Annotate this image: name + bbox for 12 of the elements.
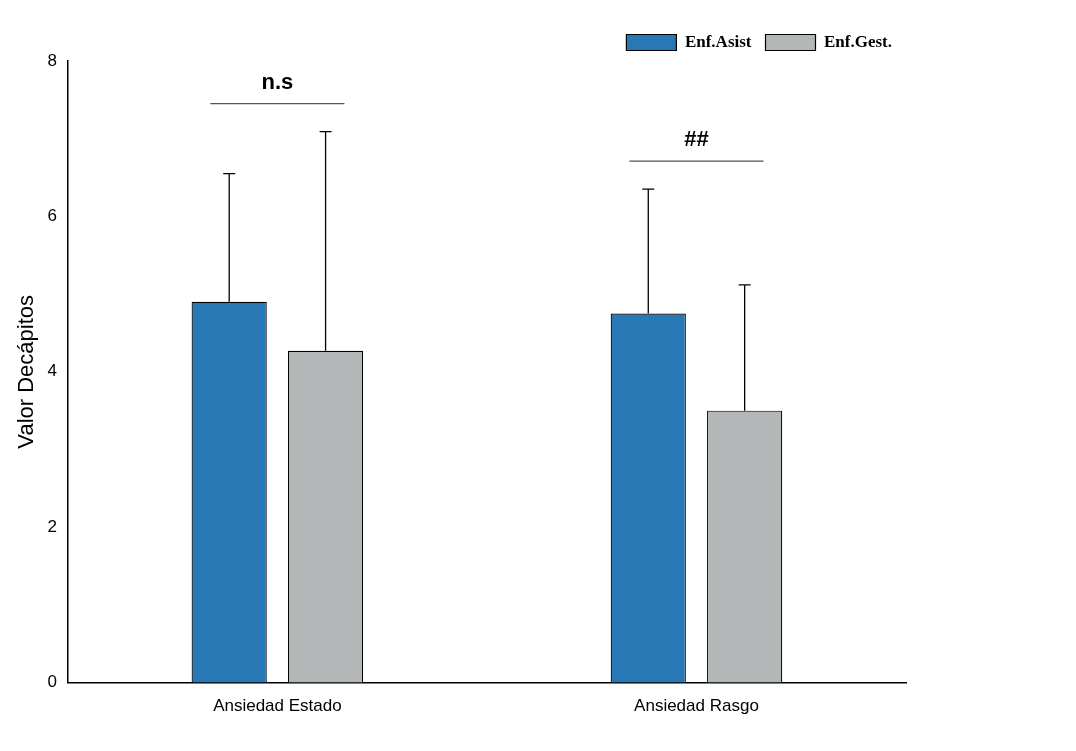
annotation: ## bbox=[684, 126, 709, 152]
x-tick-label: Ansiedad Estado bbox=[213, 696, 342, 716]
legend-label: Enf.Gest. bbox=[824, 31, 892, 51]
y-tick-label: 2 bbox=[47, 516, 57, 536]
annotation: n.s bbox=[261, 68, 294, 94]
y-tick-label: 0 bbox=[47, 672, 57, 692]
y-tick-label: 6 bbox=[47, 206, 57, 226]
x-tick-label: Ansiedad Rasgo bbox=[634, 696, 759, 716]
y-axis-title: Valor Decápitos bbox=[13, 294, 39, 449]
legend-label: Enf.Asist bbox=[684, 31, 752, 51]
y-tick-label: 4 bbox=[47, 361, 57, 381]
y-tick-label: 8 bbox=[47, 50, 57, 70]
